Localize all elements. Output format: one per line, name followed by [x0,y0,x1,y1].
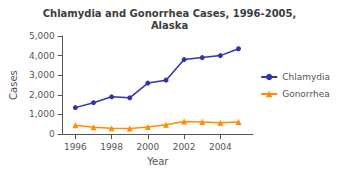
svg-text:2004: 2004 [209,142,232,152]
svg-text:Chlamydia and Gonorrhea Cases,: Chlamydia and Gonorrhea Cases, 1996-2005… [43,8,297,19]
svg-text:Year: Year [146,156,169,167]
svg-text:4,000: 4,000 [29,51,55,61]
svg-text:Alaska: Alaska [151,20,188,31]
svg-text:2002: 2002 [173,142,196,152]
svg-text:1998: 1998 [100,142,123,152]
svg-text:Chlamydia: Chlamydia [282,72,330,82]
svg-text:0: 0 [49,129,55,139]
svg-text:Gonorrhea: Gonorrhea [282,89,330,99]
svg-text:5,000: 5,000 [29,31,55,41]
svg-text:1996: 1996 [64,142,87,152]
svg-text:Cases: Cases [8,70,19,100]
svg-text:1,000: 1,000 [29,109,55,119]
svg-text:2,000: 2,000 [29,90,55,100]
svg-text:2000: 2000 [136,142,159,152]
svg-text:3,000: 3,000 [29,70,55,80]
